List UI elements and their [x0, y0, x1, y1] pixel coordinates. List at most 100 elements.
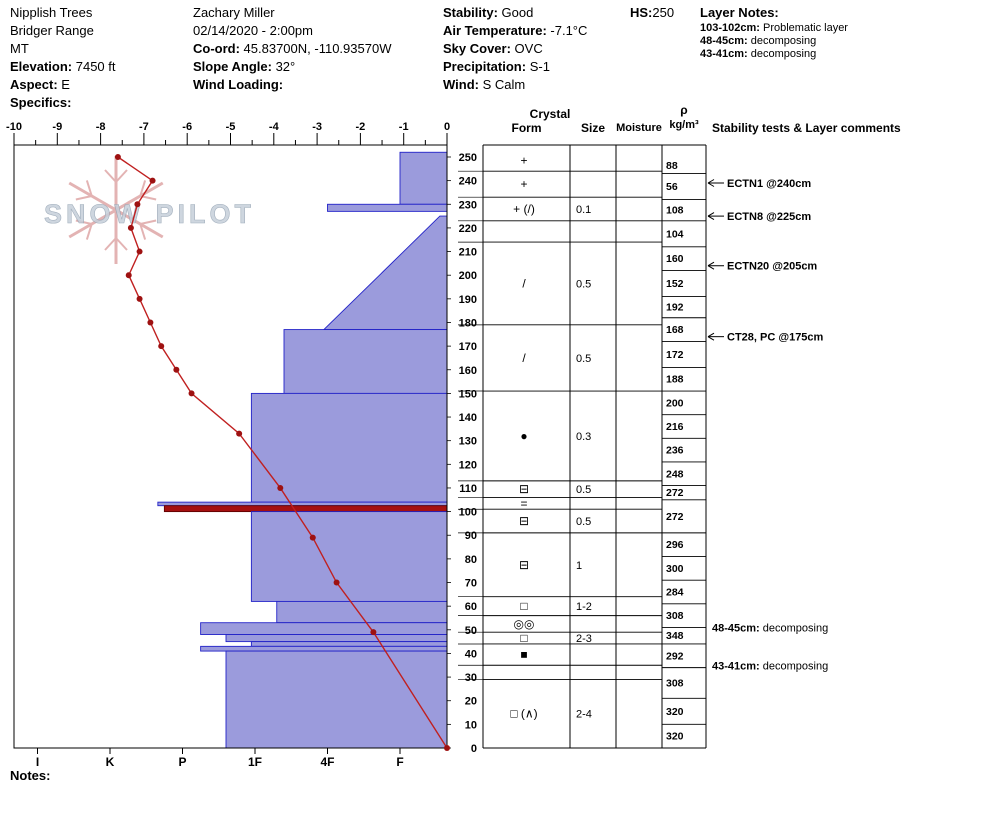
site-name: Nipplish Trees [10, 5, 93, 20]
grain-form-symbol: ● [520, 429, 527, 443]
hardness-tick-label: 1F [248, 755, 262, 769]
layer-notes: Layer Notes: 103-102cm: Problematic laye… [700, 4, 848, 61]
density-value: 56 [666, 181, 678, 193]
table-grid [458, 144, 707, 749]
grain-form-symbol: = [520, 496, 527, 510]
coordinates: Co-ord: 45.83700N, -110.93570W [193, 40, 391, 58]
site-range: Bridger Range [10, 23, 94, 38]
depth-tick-label: 170 [459, 341, 477, 353]
depth-tick-label: 210 [459, 247, 477, 259]
snow-layer-bar [250, 392, 448, 503]
slope-angle-value: 32° [271, 59, 296, 74]
grain-form-symbol: ⊟ [519, 482, 529, 496]
layer-note-value: decomposing [747, 48, 817, 60]
grain-form-symbol: + [520, 154, 527, 168]
stability-test-label: ECTN20 @205cm [727, 261, 817, 273]
hs-field: HS:250 [630, 4, 674, 22]
density-header: ρ [680, 103, 688, 117]
density-value: 320 [666, 706, 684, 718]
grain-size-value: 0.1 [576, 204, 591, 216]
temperature-point [136, 248, 143, 255]
density-value: 272 [666, 511, 684, 523]
observation-datetime: 02/14/2020 - 2:00pm [193, 23, 313, 38]
hardness-tick-label: F [396, 755, 403, 769]
density-value: 188 [666, 374, 684, 386]
temperature-point [158, 343, 165, 350]
snowflake-spoke [68, 181, 124, 216]
layer-note: 103-102cm: Problematic layer [700, 22, 848, 35]
density-value: 192 [666, 302, 684, 314]
arrow-left-icon [707, 182, 715, 187]
wind-value: S Calm [478, 77, 526, 92]
temperature-point [444, 745, 450, 751]
depth-tick-label: 150 [459, 388, 477, 400]
snowflake-spoke [68, 204, 124, 239]
sky-cover-label: Sky Cover: [443, 41, 511, 56]
depth-tick-label: 40 [465, 648, 477, 660]
grain-form-symbol: ◎◎ [514, 617, 535, 631]
stability-test-label: ECTN1 @240cm [727, 178, 811, 190]
snowflake-branch [140, 219, 157, 225]
precipitation-field: Precipitation: S-1 [443, 58, 587, 76]
temp-tick-label: 0 [444, 121, 450, 133]
depth-tick-label: 220 [459, 223, 477, 235]
problematic-layer-bar [163, 505, 448, 513]
layer-comment: 48-45cm: decomposing [712, 622, 828, 634]
layer-comment: 43-41cm: decomposing [712, 660, 828, 672]
grain-form-symbol: / [522, 276, 526, 290]
density-value: 236 [666, 445, 684, 457]
density-value: 296 [666, 539, 684, 551]
observer-name: Zachary Miller [193, 5, 275, 20]
temp-tick-label: -2 [356, 121, 366, 133]
grain-form-symbol: □ [520, 599, 527, 613]
coord-value: 45.83700N, -110.93570W [239, 41, 392, 56]
depth-tick-label: 50 [465, 625, 477, 637]
layer-note: 48-45cm: decomposing [700, 35, 848, 48]
density-value: 348 [666, 630, 684, 642]
snowflake-arm [68, 204, 124, 240]
depth-tick-label: 140 [459, 412, 477, 424]
grain-size-value: 1-2 [576, 601, 592, 613]
grain-form-symbol: / [522, 351, 526, 365]
grain-size-value: 2-3 [576, 633, 592, 645]
snowflake-branch [115, 237, 128, 251]
depth-tick-label: 180 [459, 317, 477, 329]
depth-tick-label: 30 [465, 672, 477, 684]
density-value: 308 [666, 610, 684, 622]
temperature-point [188, 390, 195, 397]
depth-tick-label: 230 [459, 199, 477, 211]
layer-notes-title: Layer Notes: [700, 5, 779, 20]
snowflake-branch [139, 223, 147, 240]
grain-size-value: 0.3 [576, 431, 591, 443]
layer-note-key: 103-102cm: [700, 22, 760, 34]
wind-loading: Wind Loading: [193, 76, 391, 94]
hardness-axis: I K P 1F 4F F [36, 748, 404, 769]
notes-label: Notes: [10, 768, 51, 783]
precipitation-value: S-1 [526, 59, 550, 74]
stability-test-label: ECTN8 @225cm [727, 211, 811, 223]
depth-tick-label: 20 [465, 696, 477, 708]
layer-note-key: 48-45cm: [700, 35, 748, 47]
hardness-tick-label: I [36, 755, 39, 769]
density-value: 248 [666, 468, 684, 480]
air-temp-value: -7.1°C [546, 23, 588, 38]
grain-form-symbol: □ (∧) [510, 707, 537, 721]
grain-form-symbol: ■ [520, 648, 527, 662]
temp-tick-label: -1 [399, 121, 409, 133]
wind-loading-label: Wind Loading: [193, 77, 284, 92]
temp-tick-label: -5 [226, 121, 236, 133]
snowflake-branch [75, 195, 92, 201]
temperature-point [333, 579, 340, 586]
stability-label: Stability: [443, 5, 498, 20]
moisture-header: Moisture [616, 122, 662, 134]
grain-form-symbol: ⊟ [519, 514, 529, 528]
grain-size-value: 0.5 [576, 278, 591, 290]
slope-angle: Slope Angle: 32° [193, 58, 391, 76]
layer-note: 43-41cm: decomposing [700, 48, 848, 61]
density-units-header: kg/m³ [669, 119, 699, 131]
depth-tick-label: 0 [471, 743, 477, 755]
temp-tick-label: -8 [96, 121, 106, 133]
depth-tick-label: 80 [465, 554, 477, 566]
depth-tick-label: 250 [459, 152, 477, 164]
